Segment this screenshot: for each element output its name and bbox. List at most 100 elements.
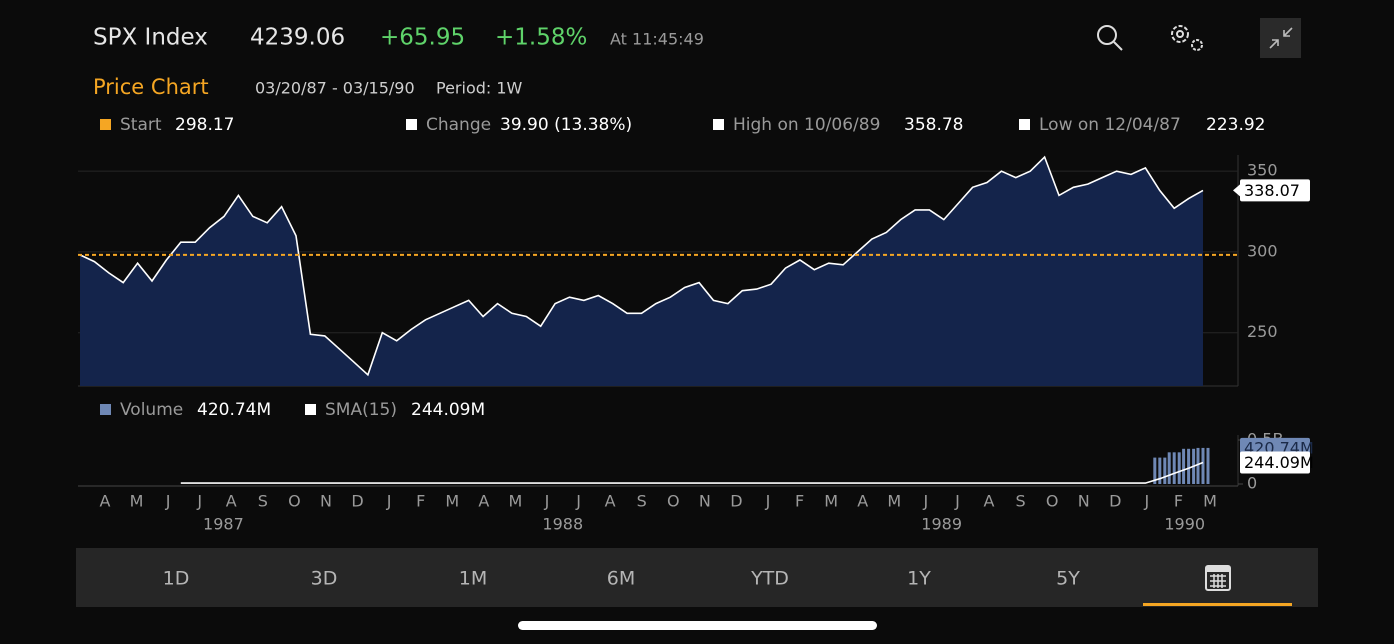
price-line — [79, 155, 1204, 377]
price: 4239.06 — [250, 25, 345, 51]
volume-bar — [1177, 452, 1181, 484]
selected-underline — [1143, 603, 1292, 606]
minimize-button[interactable] — [1260, 18, 1301, 58]
price-area — [80, 157, 1203, 386]
month-label: F — [795, 492, 804, 511]
month-label: J — [922, 492, 928, 511]
volume-value: 420.74M — [197, 400, 271, 420]
month-label: M — [887, 492, 901, 511]
year-label: 1988 — [542, 515, 583, 534]
last-value-label: 338.07 — [1244, 181, 1300, 200]
home-indicator — [518, 621, 877, 630]
month-label: F — [416, 492, 425, 511]
sma-last-box — [1240, 451, 1310, 474]
month-label: N — [1078, 492, 1090, 511]
month-label: A — [226, 492, 237, 511]
month-label: N — [699, 492, 711, 511]
volume-label: Volume — [120, 400, 183, 420]
range-button[interactable]: YTD — [750, 568, 789, 590]
month-label: J — [954, 492, 960, 511]
month-label: J — [165, 492, 171, 511]
month-label: J — [544, 492, 550, 511]
y-tick-label: 300 — [1247, 241, 1278, 260]
month-label: A — [857, 492, 868, 511]
month-label: A — [984, 492, 995, 511]
high-label: High on 10/06/89 — [733, 115, 880, 135]
month-label: D — [730, 492, 742, 511]
volume-bar — [1163, 457, 1167, 484]
volume-bar — [1158, 457, 1162, 484]
low-swatch — [1019, 119, 1030, 130]
month-label: F — [1174, 492, 1183, 511]
sma-label: SMA(15) — [325, 400, 397, 420]
month-label: D — [1109, 492, 1121, 511]
month-label: A — [100, 492, 111, 511]
sma-last-label: 244.09M — [1244, 453, 1314, 472]
symbol: SPX Index — [93, 25, 208, 51]
settings-icon[interactable] — [1171, 25, 1203, 51]
month-label: J — [1143, 492, 1149, 511]
volume-bar — [1187, 448, 1191, 484]
sma-swatch — [305, 404, 316, 415]
low-value: 223.92 — [1206, 115, 1265, 135]
sma-value: 244.09M — [411, 400, 485, 420]
change: +65.95 — [380, 25, 465, 51]
month-label: S — [1015, 492, 1025, 511]
sma-line — [180, 461, 1204, 484]
month-label: M — [1203, 492, 1217, 511]
y-tick-label: 350 — [1247, 161, 1278, 180]
month-label: O — [667, 492, 680, 511]
month-label: M — [509, 492, 523, 511]
month-label: O — [288, 492, 301, 511]
range-button[interactable]: 5Y — [1056, 568, 1080, 590]
month-label: J — [765, 492, 771, 511]
month-label: S — [637, 492, 647, 511]
month-label: M — [130, 492, 144, 511]
y-tick-label: 250 — [1247, 322, 1278, 341]
volume-bar — [1182, 448, 1186, 484]
low-label: Low on 12/04/87 — [1039, 115, 1181, 135]
date-range: 03/20/87 - 03/15/90 — [255, 79, 415, 98]
month-label: J — [575, 492, 581, 511]
month-label: J — [386, 492, 392, 511]
volume-bar — [1172, 452, 1176, 484]
volume-bar — [1153, 457, 1157, 484]
range-button[interactable]: 1Y — [907, 568, 931, 590]
month-label: M — [445, 492, 459, 511]
month-label: O — [1046, 492, 1059, 511]
volume-bar — [1201, 447, 1205, 484]
range-button[interactable]: 6M — [607, 568, 635, 590]
change-swatch — [406, 119, 417, 130]
range-toolbar — [76, 548, 1318, 607]
range-button[interactable]: 1M — [459, 568, 487, 590]
high-value: 358.78 — [904, 115, 963, 135]
search-icon[interactable] — [1097, 25, 1123, 51]
change-pct: +1.58% — [495, 25, 587, 51]
month-label: A — [478, 492, 489, 511]
volume-bar — [1167, 452, 1171, 484]
month-label: J — [196, 492, 202, 511]
month-label: M — [824, 492, 838, 511]
range-button[interactable]: 3D — [311, 568, 338, 590]
year-label: 1990 — [1164, 515, 1205, 534]
month-label: S — [258, 492, 268, 511]
last-value-pointer — [1233, 184, 1240, 197]
month-label: D — [351, 492, 363, 511]
high-swatch — [713, 119, 724, 130]
volume-tick-label: 0 — [1247, 474, 1257, 493]
volume-bar — [1206, 447, 1210, 484]
start-value: 298.17 — [175, 115, 234, 135]
range-button[interactable]: 1D — [163, 568, 190, 590]
volume-bar — [1196, 447, 1200, 484]
month-label: N — [320, 492, 332, 511]
section-title: Price Chart — [93, 75, 209, 99]
start-label: Start — [120, 115, 162, 135]
calendar-button[interactable] — [1205, 565, 1231, 591]
year-label: 1989 — [921, 515, 962, 534]
start-swatch — [100, 119, 111, 130]
year-label: 1987 — [203, 515, 244, 534]
change-label: Change — [426, 115, 491, 135]
month-label: A — [605, 492, 616, 511]
time: At 11:45:49 — [610, 30, 704, 49]
